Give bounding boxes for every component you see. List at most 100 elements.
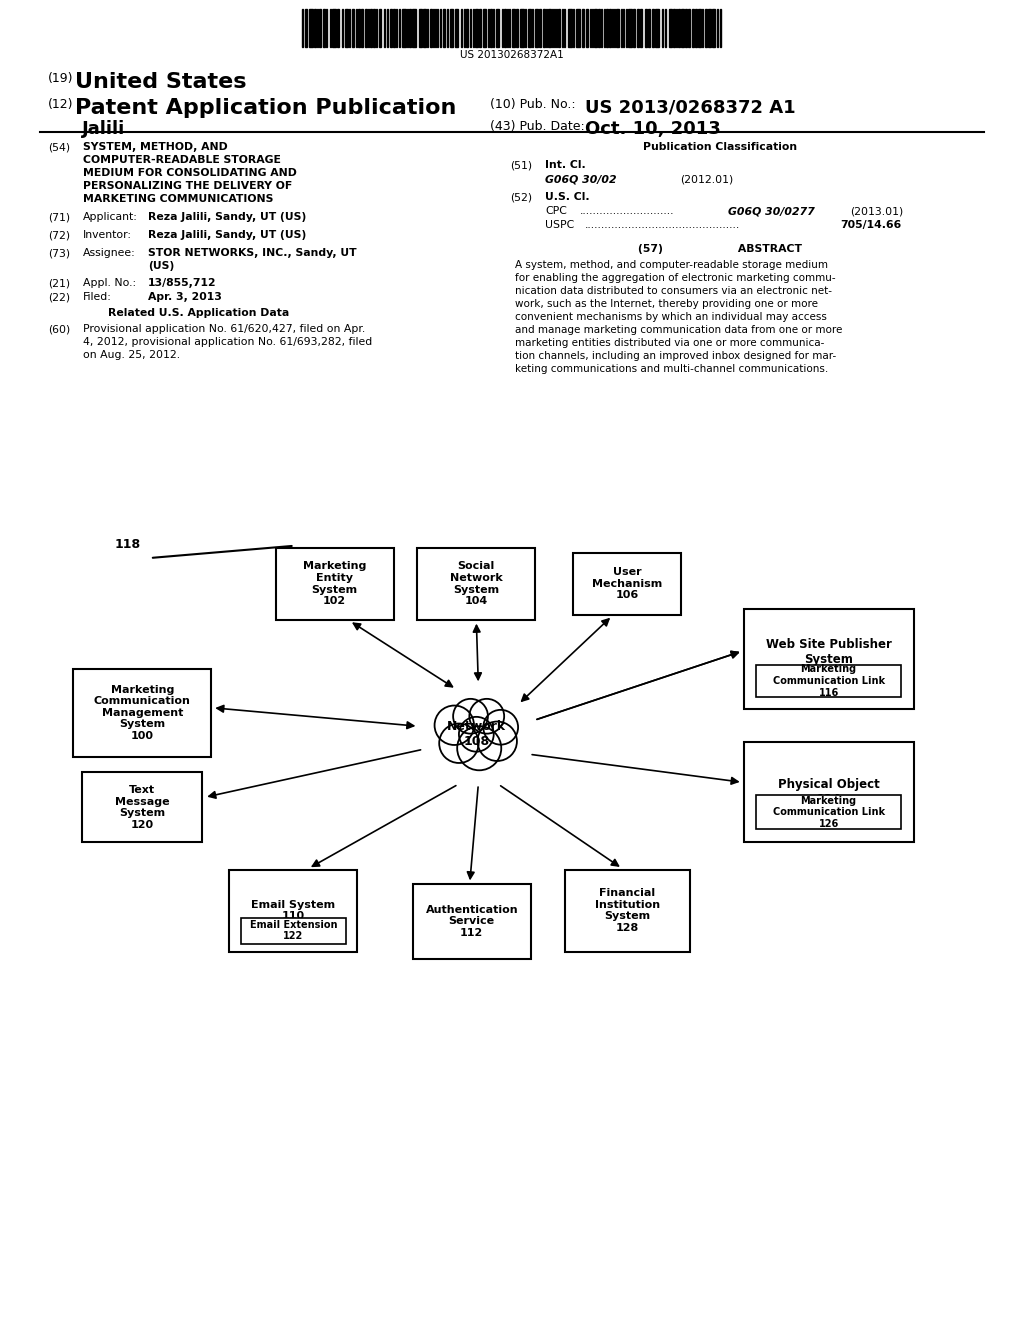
Bar xyxy=(361,9,362,48)
Bar xyxy=(669,9,672,48)
Text: PERSONALIZING THE DELIVERY OF: PERSONALIZING THE DELIVERY OF xyxy=(83,181,292,191)
Bar xyxy=(535,9,538,48)
Bar xyxy=(443,9,445,48)
Bar xyxy=(393,9,394,48)
Text: and manage marketing communication data from one or more: and manage marketing communication data … xyxy=(515,325,843,335)
Bar xyxy=(455,9,458,48)
Bar xyxy=(712,9,715,48)
Bar xyxy=(616,9,618,48)
Text: SYSTEM, METHOD, AND: SYSTEM, METHOD, AND xyxy=(83,143,227,152)
Text: marketing entities distributed via one or more communica-: marketing entities distributed via one o… xyxy=(515,338,824,348)
Text: Web Site Publisher
System
114: Web Site Publisher System 114 xyxy=(766,638,892,681)
Text: Jalili: Jalili xyxy=(82,120,125,139)
FancyBboxPatch shape xyxy=(565,870,690,952)
Bar xyxy=(685,9,686,48)
Text: ..............................................: ........................................… xyxy=(585,220,740,230)
Bar xyxy=(662,9,663,48)
Bar xyxy=(697,9,700,48)
Bar xyxy=(531,9,534,48)
Text: CPC: CPC xyxy=(545,206,567,216)
Bar xyxy=(594,9,597,48)
Bar xyxy=(644,9,646,48)
Bar xyxy=(600,9,602,48)
Bar xyxy=(582,9,584,48)
Bar xyxy=(606,9,607,48)
Bar xyxy=(379,9,381,48)
Text: Assignee:: Assignee: xyxy=(83,248,136,257)
Text: Inventor:: Inventor: xyxy=(83,230,132,240)
Text: Filed:: Filed: xyxy=(83,292,112,302)
Text: STOR NETWORKS, INC., Sandy, UT: STOR NETWORKS, INC., Sandy, UT xyxy=(148,248,356,257)
FancyBboxPatch shape xyxy=(743,609,913,709)
Bar xyxy=(640,9,641,48)
Text: (72): (72) xyxy=(48,230,70,240)
Text: (2013.01): (2013.01) xyxy=(850,206,903,216)
Bar xyxy=(539,9,541,48)
Bar xyxy=(637,9,639,48)
Text: (10) Pub. No.:: (10) Pub. No.: xyxy=(490,98,575,111)
Bar xyxy=(429,9,431,48)
Text: United States: United States xyxy=(75,73,247,92)
Bar xyxy=(705,9,707,48)
Circle shape xyxy=(469,698,504,734)
Bar xyxy=(337,9,339,48)
Bar xyxy=(548,9,551,48)
Text: US 20130268372A1: US 20130268372A1 xyxy=(460,50,564,59)
Text: Publication Classification: Publication Classification xyxy=(643,143,797,152)
Text: Financial
Institution
System
128: Financial Institution System 128 xyxy=(595,888,659,933)
FancyBboxPatch shape xyxy=(82,772,203,842)
Text: (51): (51) xyxy=(510,160,532,170)
Bar xyxy=(323,9,325,48)
Bar xyxy=(352,9,354,48)
Bar xyxy=(691,9,693,48)
Text: Appl. No.:: Appl. No.: xyxy=(83,279,136,288)
Bar xyxy=(446,9,449,48)
Text: (54): (54) xyxy=(48,143,70,152)
FancyBboxPatch shape xyxy=(229,870,357,952)
Text: G06Q 30/0277: G06Q 30/0277 xyxy=(728,206,815,216)
Bar xyxy=(332,9,336,48)
Text: COMPUTER-READABLE STORAGE: COMPUTER-READABLE STORAGE xyxy=(83,154,281,165)
Text: convenient mechanisms by which an individual may access: convenient mechanisms by which an indivi… xyxy=(515,312,826,322)
Text: Marketing
Communication
Management
System
100: Marketing Communication Management Syste… xyxy=(94,685,190,741)
Bar xyxy=(365,9,367,48)
Circle shape xyxy=(454,698,487,734)
Text: (71): (71) xyxy=(48,213,70,222)
FancyBboxPatch shape xyxy=(74,669,211,756)
Bar xyxy=(305,9,306,48)
FancyBboxPatch shape xyxy=(573,553,681,615)
Text: (19): (19) xyxy=(48,73,74,84)
Bar xyxy=(586,9,588,48)
Bar xyxy=(608,9,610,48)
Text: Physical Object
124: Physical Object 124 xyxy=(777,779,880,807)
Bar xyxy=(563,9,565,48)
Text: USPC: USPC xyxy=(545,220,574,230)
Text: (57)                    ABSTRACT: (57) ABSTRACT xyxy=(638,244,802,253)
Circle shape xyxy=(434,705,474,744)
Text: tion channels, including an improved inbox designed for mar-: tion channels, including an improved inb… xyxy=(515,351,837,360)
Text: on Aug. 25, 2012.: on Aug. 25, 2012. xyxy=(83,350,180,360)
Bar xyxy=(633,9,635,48)
Text: for enabling the aggregation of electronic marketing commu-: for enabling the aggregation of electron… xyxy=(515,273,836,282)
Text: (US): (US) xyxy=(148,261,174,271)
Text: Email Extension
122: Email Extension 122 xyxy=(250,920,337,941)
Text: Marketing
Entity
System
102: Marketing Entity System 102 xyxy=(303,561,367,606)
Bar xyxy=(673,9,675,48)
Bar xyxy=(419,9,422,48)
Bar xyxy=(681,9,683,48)
Text: Apr. 3, 2013: Apr. 3, 2013 xyxy=(148,292,222,302)
FancyBboxPatch shape xyxy=(275,548,393,620)
Bar xyxy=(376,9,377,48)
Text: US 2013/0268372 A1: US 2013/0268372 A1 xyxy=(585,98,796,116)
Circle shape xyxy=(483,710,518,744)
Text: 118: 118 xyxy=(115,539,141,550)
Bar xyxy=(568,9,572,48)
Text: Network
108: Network 108 xyxy=(446,721,506,748)
Bar xyxy=(401,9,406,48)
Text: work, such as the Internet, thereby providing one or more: work, such as the Internet, thereby prov… xyxy=(515,300,818,309)
Text: 4, 2012, provisional application No. 61/693,282, filed: 4, 2012, provisional application No. 61/… xyxy=(83,337,373,347)
Bar xyxy=(516,9,517,48)
Bar xyxy=(409,9,411,48)
Bar xyxy=(373,9,375,48)
Circle shape xyxy=(457,726,502,771)
